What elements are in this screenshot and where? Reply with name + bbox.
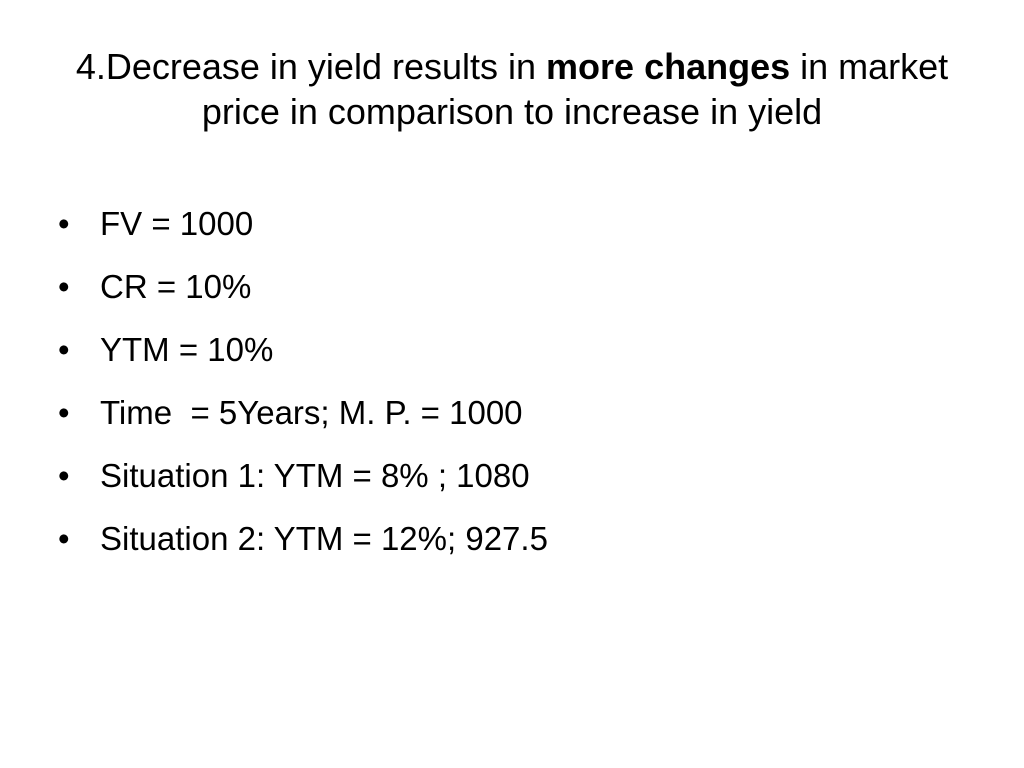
bullet-icon: • [58, 268, 70, 305]
bullet-text-time: Time = 5Years; M. P. = 1000 [100, 393, 523, 431]
bullet-icon: • [58, 394, 70, 431]
slide-title: 4.Decrease in yield results in more chan… [60, 44, 964, 134]
title-text-part2: in market price in comparison to increas… [201, 46, 949, 132]
bullet-text-fv: FV = 1000 [100, 204, 254, 242]
bullet-icon: • [58, 520, 70, 557]
bullet-text-situation-1: Situation 1: YTM = 8% ; 1080 [100, 456, 530, 494]
bullet-icon: • [58, 457, 70, 494]
bullet-text-situation-2: Situation 2: YTM = 12%; 927.5 [100, 519, 548, 557]
bullet-text-cr: CR = 10% [100, 267, 252, 305]
bullet-text-ytm: YTM = 10% [100, 330, 274, 368]
bullet-item: • Time = 5Years; M. P. = 1000 [58, 381, 958, 444]
bullet-item: • FV = 1000 [58, 192, 958, 255]
bullet-item: • Situation 2: YTM = 12%; 927.5 [58, 507, 958, 570]
title-emphasis: more changes [546, 46, 791, 87]
title-text-part1: 4.Decrease in yield results in [75, 46, 547, 87]
bullet-item: • Situation 1: YTM = 8% ; 1080 [58, 444, 958, 507]
bullet-list: • FV = 1000 • CR = 10% • YTM = 10% • Tim… [58, 192, 958, 570]
bullet-item: • CR = 10% [58, 255, 958, 318]
bullet-icon: • [58, 331, 70, 368]
bullet-icon: • [58, 205, 70, 242]
bullet-item: • YTM = 10% [58, 318, 958, 381]
